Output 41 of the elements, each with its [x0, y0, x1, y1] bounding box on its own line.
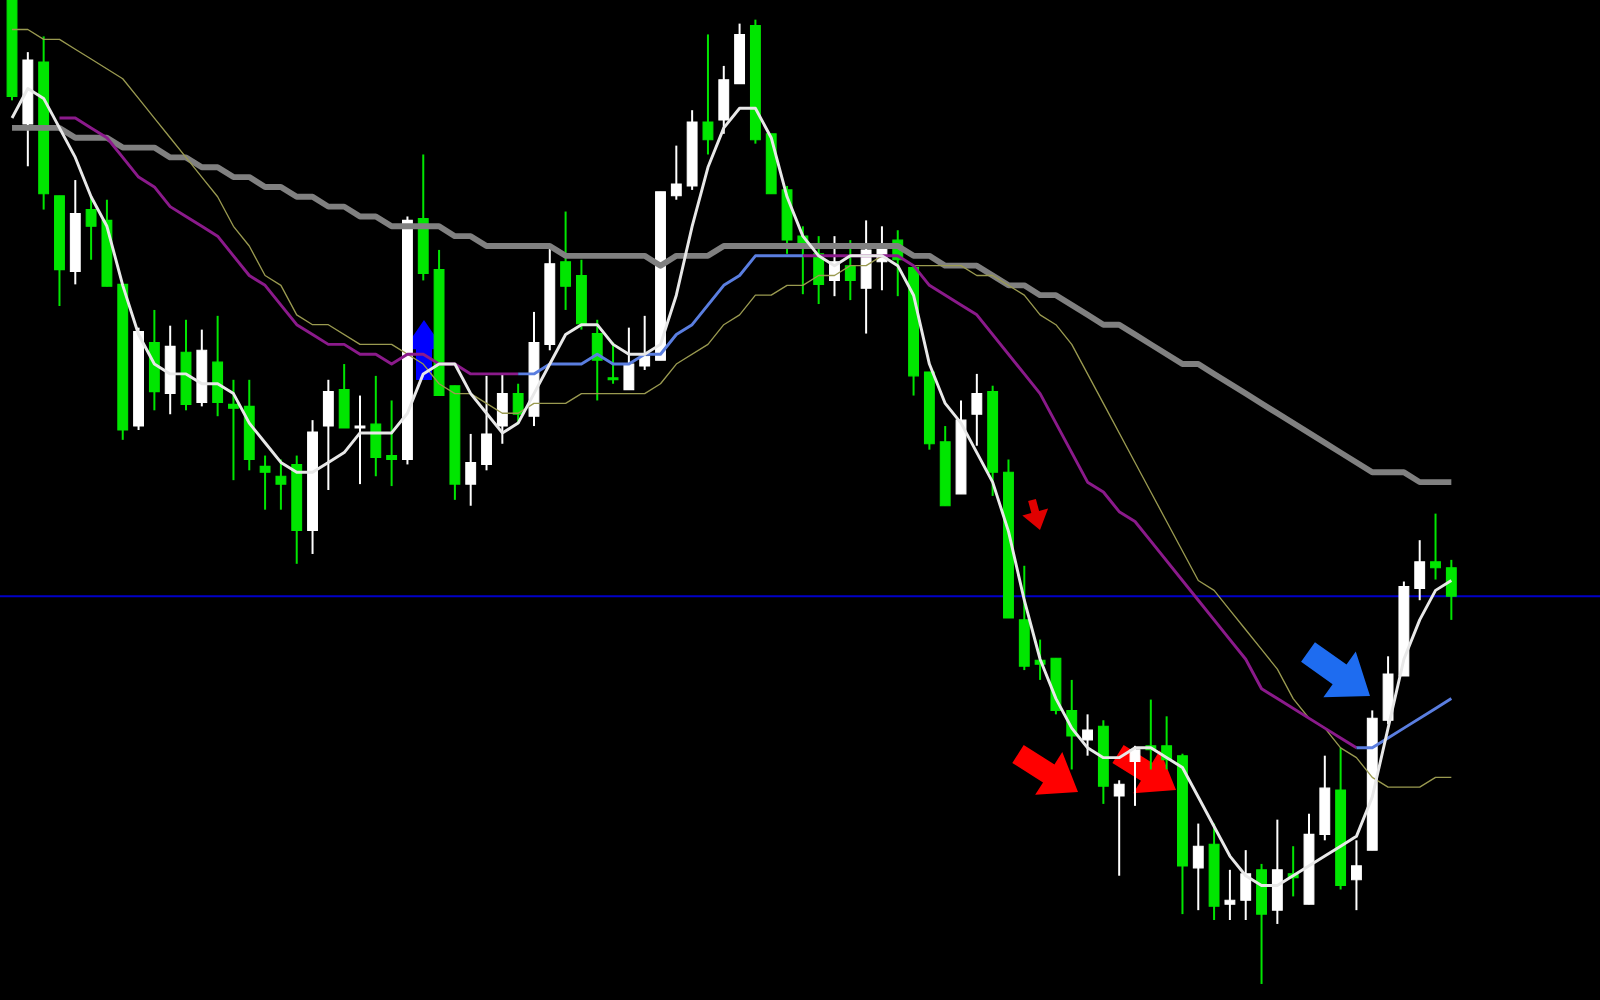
candlestick: [1018, 564, 1030, 672]
candlestick: [1430, 512, 1441, 581]
candlestick: [560, 210, 572, 311]
candlestick: [1240, 849, 1252, 922]
candlestick: [370, 374, 382, 478]
candlestick: [465, 432, 477, 507]
candlestick: [670, 144, 682, 201]
candlestick: [844, 239, 856, 302]
candlestick: [623, 326, 635, 391]
candlestick: [1445, 558, 1457, 621]
candlestick: [85, 194, 97, 261]
candlestick: [971, 372, 983, 447]
candlestick: [639, 314, 651, 371]
candlestick: [164, 324, 176, 416]
candlestick: [1192, 822, 1204, 912]
candlestick: [386, 399, 398, 488]
candlestick: [1224, 868, 1236, 922]
candlestick: [338, 363, 350, 430]
candlestick: [1113, 779, 1125, 877]
candlestick: [275, 458, 287, 511]
candlestick: [512, 382, 524, 426]
candlestick: [259, 454, 271, 511]
candlestick: [1414, 539, 1426, 602]
candlestick: [481, 374, 492, 472]
candlestick: [718, 64, 730, 135]
candlestick: [607, 341, 619, 385]
candlestick: [860, 219, 872, 335]
candlestick: [1082, 713, 1093, 757]
candlestick: [1271, 818, 1283, 925]
candlestick: [1256, 862, 1267, 985]
candlestick: [1129, 744, 1141, 807]
candlestick: [228, 378, 239, 482]
candlestick: [322, 378, 334, 492]
candlestick: [1319, 754, 1331, 842]
candlestick: [496, 372, 508, 445]
candlestick: [354, 394, 366, 486]
candlestick: [1382, 655, 1394, 726]
candlestick: [702, 33, 714, 156]
candlestick: [591, 318, 603, 402]
candlestick: [1351, 839, 1362, 912]
candlestick: [212, 314, 224, 418]
